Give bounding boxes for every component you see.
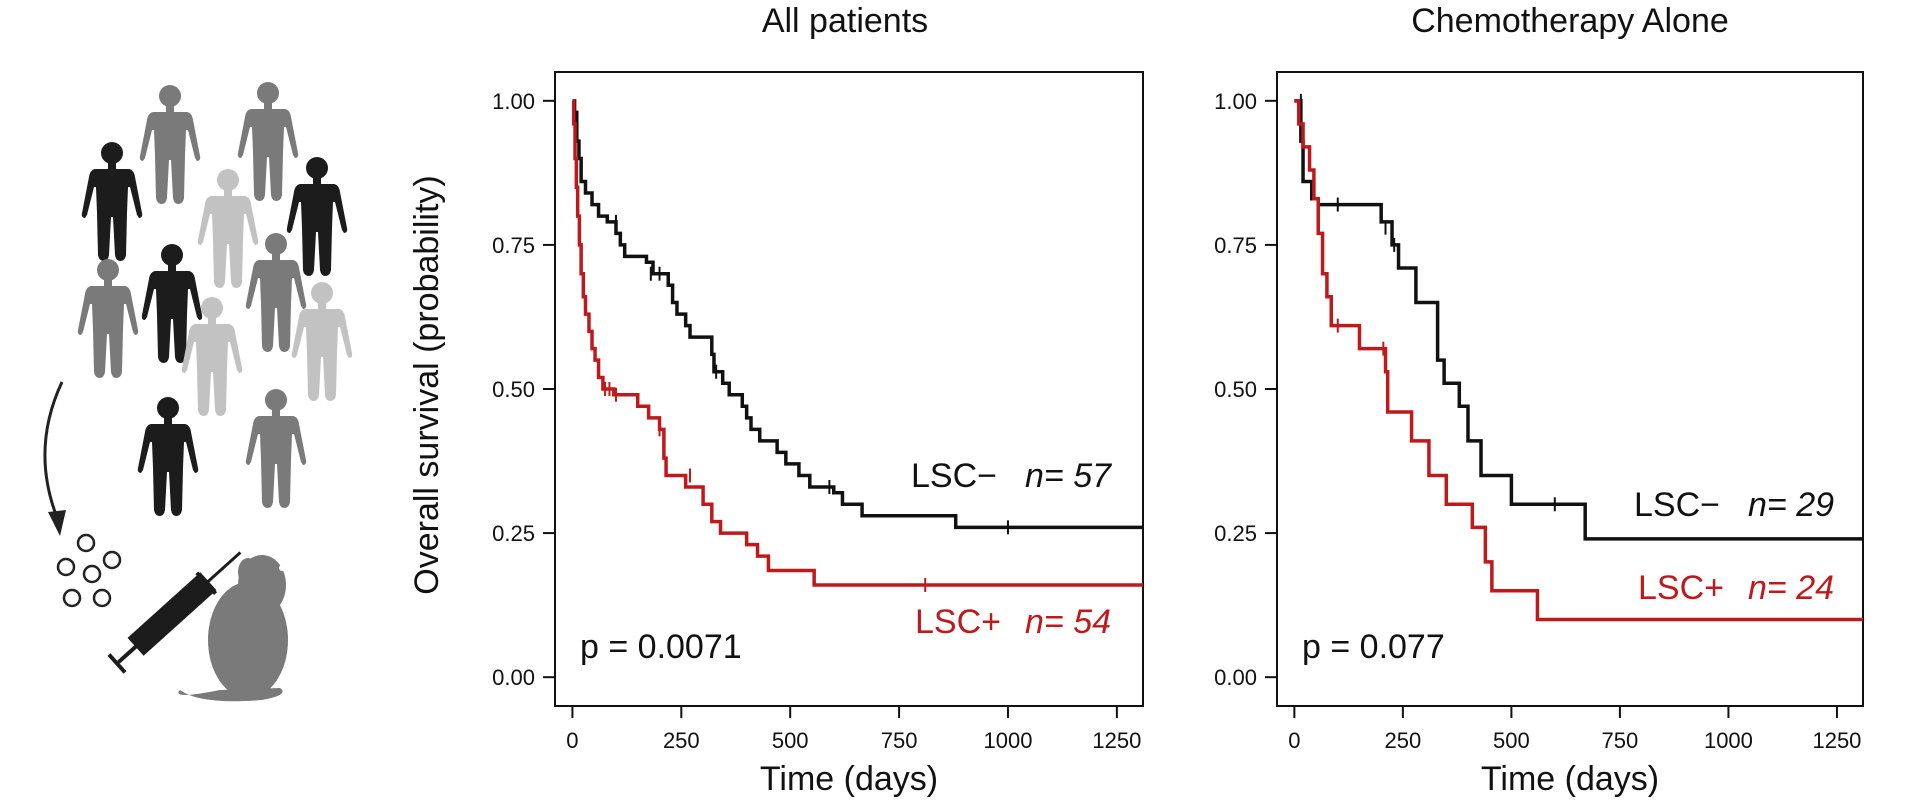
survival-curve-lsc-pos	[571, 99, 1143, 587]
x-tick-label: 1250	[1092, 728, 1141, 753]
human-icon	[286, 157, 348, 276]
illustration	[43, 82, 353, 702]
human-icon	[139, 85, 201, 204]
legend-n-lsc-pos: n= 54	[1025, 603, 1111, 641]
legend-lsc-pos: LSC+ n= 54	[915, 603, 1111, 641]
y-tick-label: 0.00	[1214, 665, 1257, 690]
y-tick-label: 0.75	[1214, 233, 1257, 258]
p-value-annotation: p = 0.0071	[580, 628, 742, 666]
panel-title: All patients	[762, 2, 928, 40]
x-tick-label: 0	[1288, 728, 1300, 753]
y-axis-title: Overall survival (probability)	[408, 175, 446, 594]
x-tick-label: 1000	[1704, 728, 1753, 753]
series-lines	[571, 99, 1143, 592]
p-value-annotation: p = 0.077	[1302, 628, 1445, 666]
y-ticks: 0.00 0.25 0.50 0.75 1.00	[492, 89, 555, 690]
survival-curve-lsc-neg	[572, 99, 1143, 530]
y-tick-label: 0.00	[492, 665, 535, 690]
legend-label-lsc-neg: LSC−	[1634, 486, 1720, 524]
x-tick-label: 750	[881, 728, 918, 753]
y-tick-label: 0.50	[492, 377, 535, 402]
chart-panel-1: All patients 0.00 0.25 0.50 0.75 1.00 0 250 50…	[408, 2, 1144, 798]
x-tick-label: 250	[1385, 728, 1422, 753]
x-axis-title: Time (days)	[760, 760, 938, 798]
legend-lsc-neg: LSC− n= 29	[1634, 486, 1834, 524]
human-icon	[237, 82, 299, 201]
legend-label-lsc-pos: LSC+	[1638, 569, 1724, 607]
chart-panel-2: Chemotherapy Alone 0.000.250.500.751.00 …	[1214, 2, 1864, 798]
legend-lsc-neg: LSC− n= 57	[911, 457, 1112, 495]
survival-curve-lsc-pos	[1294, 99, 1863, 622]
legend-n-lsc-neg: n= 29	[1748, 486, 1834, 524]
arrow-icon	[43, 381, 64, 521]
x-ticks: 0 250 500 750 1000 1250	[566, 706, 1141, 753]
x-tick-label: 250	[663, 728, 700, 753]
y-tick-label: 0.25	[492, 521, 535, 546]
legend-lsc-pos: LSC+ n= 24	[1638, 569, 1834, 607]
y-tick-label: 0.75	[492, 233, 535, 258]
plot-frame	[1276, 71, 1864, 707]
y-tick-label: 1.00	[492, 89, 535, 114]
legend-label-lsc-pos: LSC+	[915, 603, 1001, 641]
x-tick-label: 1250	[1812, 728, 1861, 753]
human-icon	[77, 259, 139, 378]
survival-curve-lsc-neg	[1294, 99, 1863, 541]
y-tick-label: 0.50	[1214, 377, 1257, 402]
syringe-icon	[107, 551, 242, 674]
legend-n-lsc-pos: n= 24	[1748, 569, 1834, 607]
x-tick-label: 500	[772, 728, 809, 753]
x-axis-title: Time (days)	[1481, 760, 1659, 798]
x-tick-label: 0	[566, 728, 578, 753]
y-ticks: 0.00 0.25 0.50 0.75 1.00	[1214, 89, 1277, 690]
x-tick-label: 1000	[984, 728, 1033, 753]
panel-title: Chemotherapy Alone	[1411, 2, 1729, 40]
cells-icon	[56, 533, 122, 608]
legend-label-lsc-neg: LSC−	[911, 457, 997, 495]
human-icon	[81, 142, 143, 261]
series-lines	[1294, 93, 1863, 622]
y-tick-label: 1.00	[1214, 89, 1257, 114]
x-tick-label: 500	[1493, 728, 1530, 753]
y-tick-label: 0.25	[1214, 521, 1257, 546]
human-icon	[181, 297, 243, 416]
arrowhead-icon	[48, 510, 66, 536]
mouse-icon	[178, 555, 288, 702]
legend-n-lsc-neg: n= 57	[1025, 457, 1112, 495]
human-icon	[197, 169, 259, 288]
human-icon	[137, 397, 199, 516]
x-tick-label: 750	[1602, 728, 1639, 753]
x-ticks: 0 250 500 750 1000 1250	[1288, 706, 1861, 753]
human-icon	[245, 389, 307, 508]
